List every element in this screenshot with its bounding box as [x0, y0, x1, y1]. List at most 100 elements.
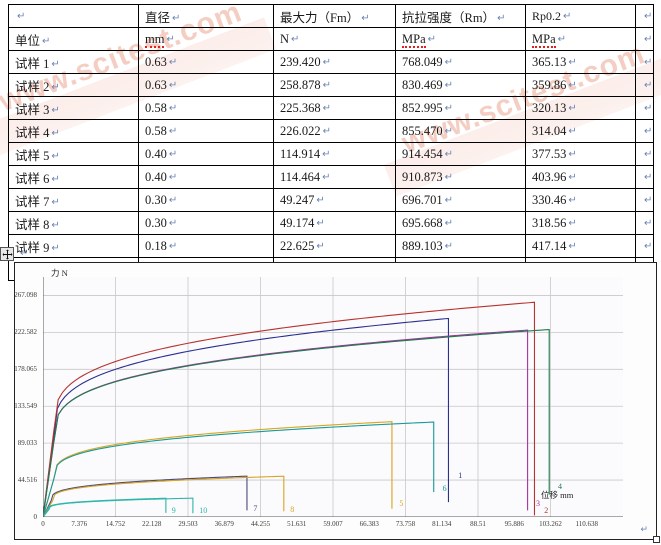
chart-series-label-8: 8: [290, 504, 295, 514]
pilcrow-icon: ↵: [51, 196, 60, 208]
pilcrow-icon: ↵: [644, 56, 653, 68]
header-cell-blank: ↵: [8, 4, 139, 28]
pilcrow-icon: ↵: [168, 79, 178, 91]
cell-trailing: ↵: [635, 188, 654, 212]
x-tick-label: 7.376: [71, 520, 88, 528]
cell-rp02: 365.13 ↵: [525, 50, 636, 74]
pilcrow-icon: ↵: [322, 79, 332, 91]
pilcrow-icon: ↵: [568, 171, 577, 183]
chart-series-label-1: 1: [458, 471, 463, 481]
cell-rp02: 417.14 ↵: [525, 234, 636, 258]
pilcrow-icon: ↵: [322, 125, 332, 137]
cell-specimen-name: 试样 7 ↵: [8, 188, 139, 212]
chart-series-10: [43, 497, 194, 517]
units-cell-label: 单位 ↵: [8, 27, 139, 51]
pilcrow-icon: ↵: [172, 12, 181, 24]
x-tick-label: 95.886: [504, 520, 524, 528]
table-row: 试样 7 ↵ 0.30 ↵ 49.247 ↵ 696.701 ↵ 330.46 ↵ ↵: [8, 188, 654, 212]
pilcrow-icon: ↵: [51, 81, 60, 93]
y-tick-label: 178.065: [14, 365, 37, 374]
header-cell-trailing: ↵: [635, 4, 654, 28]
pilcrow-icon: ↵: [444, 194, 454, 206]
cell-rm: 910.873 ↵: [395, 165, 526, 189]
pilcrow-icon: ↵: [644, 194, 653, 206]
cell-rp02: 320.13 ↵: [525, 96, 636, 120]
cell-rm: 695.668 ↵: [395, 211, 526, 235]
chart-y-axis-title: 力 N: [51, 268, 68, 278]
units-cell-rm: MPa ↵: [395, 27, 526, 51]
chart-series-label-4: 4: [558, 481, 563, 491]
chart-series-label-5: 5: [399, 499, 404, 509]
cell-rp02: 377.53 ↵: [525, 142, 636, 166]
cell-rp02: 314.04 ↵: [525, 119, 636, 143]
table-row: 试样 3 ↵ 0.58 ↵ 225.368 ↵ 852.995 ↵ 320.13 ↵ ↵: [8, 96, 654, 120]
pilcrow-icon: ↵: [568, 102, 577, 114]
pilcrow-icon: ↵: [568, 194, 577, 206]
pilcrow-icon: ↵: [644, 102, 653, 114]
cell-fmax: 49.247 ↵: [273, 188, 396, 212]
cell-rm: 830.469 ↵: [395, 73, 526, 97]
cell-rp02: 403.96 ↵: [525, 165, 636, 189]
cell-specimen-name: 试样 9 ↵: [8, 234, 139, 258]
chart-series-2: [43, 301, 536, 517]
cell-rm: 889.103 ↵: [395, 234, 526, 258]
cell-trailing: ↵: [635, 50, 654, 74]
cell-trailing: ↵: [635, 96, 654, 120]
pilcrow-icon: ↵: [322, 56, 332, 68]
pilcrow-icon: ↵: [427, 33, 437, 45]
cell-rm: 696.701 ↵: [395, 188, 526, 212]
chart-curves: [43, 301, 550, 517]
pilcrow-icon: ↵: [444, 56, 454, 68]
cell-rm: 914.454 ↵: [395, 142, 526, 166]
cell-diameter: 0.58 ↵: [138, 119, 274, 143]
pilcrow-icon: ↵: [568, 79, 577, 91]
pilcrow-icon: ↵: [51, 127, 60, 139]
cell-trailing: ↵: [635, 142, 654, 166]
resize-handle[interactable]: [653, 536, 660, 543]
cell-rp02: 318.56 ↵: [525, 211, 636, 235]
table-row: 试样 4 ↵ 0.58 ↵ 226.022 ↵ 855.470 ↵ 314.04 ↵ ↵: [8, 119, 654, 143]
y-tick-label: 133.549: [14, 402, 37, 411]
cell-fmax: 114.464 ↵: [273, 165, 396, 189]
table-header-row: ↵ 直径 ↵ 最大力（Fm） ↵ 抗拉强度（Rm） ↵ Rp0.2 ↵ ↵: [8, 4, 654, 28]
x-tick-label: 14.752: [105, 520, 126, 528]
x-tick-label: 29.503: [178, 520, 198, 528]
y-tick-label: 267.098: [14, 291, 37, 300]
cell-specimen-name: 试样 3 ↵: [8, 96, 139, 120]
cell-diameter: 0.18↵: [138, 234, 274, 258]
y-tick-label: 222.582: [14, 328, 37, 337]
pilcrow-icon: ↵: [644, 240, 653, 252]
cell-trailing: ↵: [635, 234, 654, 258]
x-tick-label: 88.51: [470, 520, 486, 528]
pilcrow-icon: ↵: [557, 33, 567, 45]
cell-specimen-name: 试样 5 ↵: [8, 142, 139, 166]
x-tick-label: 103.262: [539, 520, 562, 528]
x-tick-label: 0: [41, 520, 45, 528]
chart-plot-area: 0 44.516 89.033 133.549 178.065 222.582 267.09…: [14, 268, 623, 528]
table-row: 试样 6 ↵ 0.40 ↵ 114.464 ↵ 910.873 ↵ 403.96 ↵ ↵: [8, 165, 654, 189]
move-handle-icon[interactable]: [0, 247, 14, 261]
pilcrow-icon: ↵: [644, 79, 653, 91]
x-tick-label: 44.255: [250, 520, 271, 528]
pilcrow-icon: ↵: [168, 240, 178, 252]
cell-diameter: 0.58 ↵: [138, 96, 274, 120]
pilcrow-icon: ↵: [644, 148, 653, 160]
cell-rp02: 359.86 ↵: [525, 73, 636, 97]
pilcrow-icon: ↵: [168, 125, 178, 137]
pilcrow-icon: ↵: [166, 33, 175, 45]
x-tick-label: 81.134: [432, 520, 452, 528]
cell-fmax: 239.420 ↵: [273, 50, 396, 74]
pilcrow-icon: ↵: [291, 33, 300, 45]
pilcrow-icon: ↵: [168, 171, 178, 183]
chart-series-8: [43, 475, 285, 517]
units-cell-trailing: ↵: [635, 27, 654, 51]
pilcrow-icon: ↵: [168, 102, 178, 114]
table-row: 试样 2 ↵ 0.63 ↵ 258.878 ↵ 830.469 ↵ 359.86 ↵ ↵: [8, 73, 654, 97]
pilcrow-icon: ↵: [444, 171, 454, 183]
pilcrow-icon: ↵: [322, 102, 332, 114]
pilcrow-icon: ↵: [568, 56, 577, 68]
pilcrow-icon: ↵: [497, 12, 506, 24]
chart-series-label-7: 7: [253, 503, 258, 513]
cell-diameter: 0.63 ↵: [138, 50, 274, 74]
chart-series-6: [43, 421, 435, 517]
